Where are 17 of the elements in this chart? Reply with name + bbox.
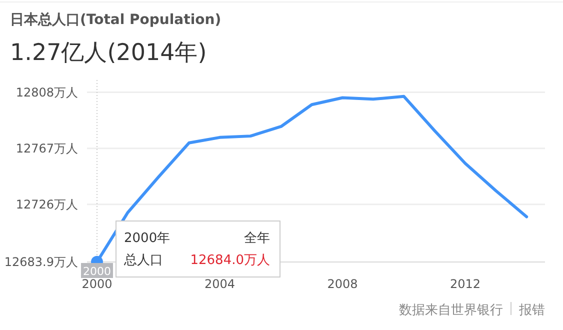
y-tick-label: 12726万人	[16, 197, 78, 212]
chart-subtitle: 1.27亿人(2014年)	[10, 40, 207, 66]
x-tick-label: 2004	[204, 277, 236, 291]
x-tick-label: 2000	[82, 277, 112, 291]
annotation: 全年	[244, 231, 270, 246]
text: 报错	[518, 303, 545, 318]
text: 2000	[83, 265, 111, 278]
y-tick-label: 12767万人	[16, 141, 78, 156]
annotation: 总人口	[123, 253, 163, 268]
y-tick-label: 12683.9万人	[4, 255, 78, 269]
annotation: 12684.0万人	[190, 253, 270, 268]
annotation: 2000年	[124, 231, 170, 246]
y-tick-label: 12808万人	[16, 85, 78, 100]
x-tick-label: 2008	[327, 277, 358, 291]
text: 数据来自世界银行	[399, 303, 503, 318]
x-tick-label: 2012	[450, 277, 480, 291]
chart-title: 日本总人口(Total Population)	[10, 12, 222, 28]
